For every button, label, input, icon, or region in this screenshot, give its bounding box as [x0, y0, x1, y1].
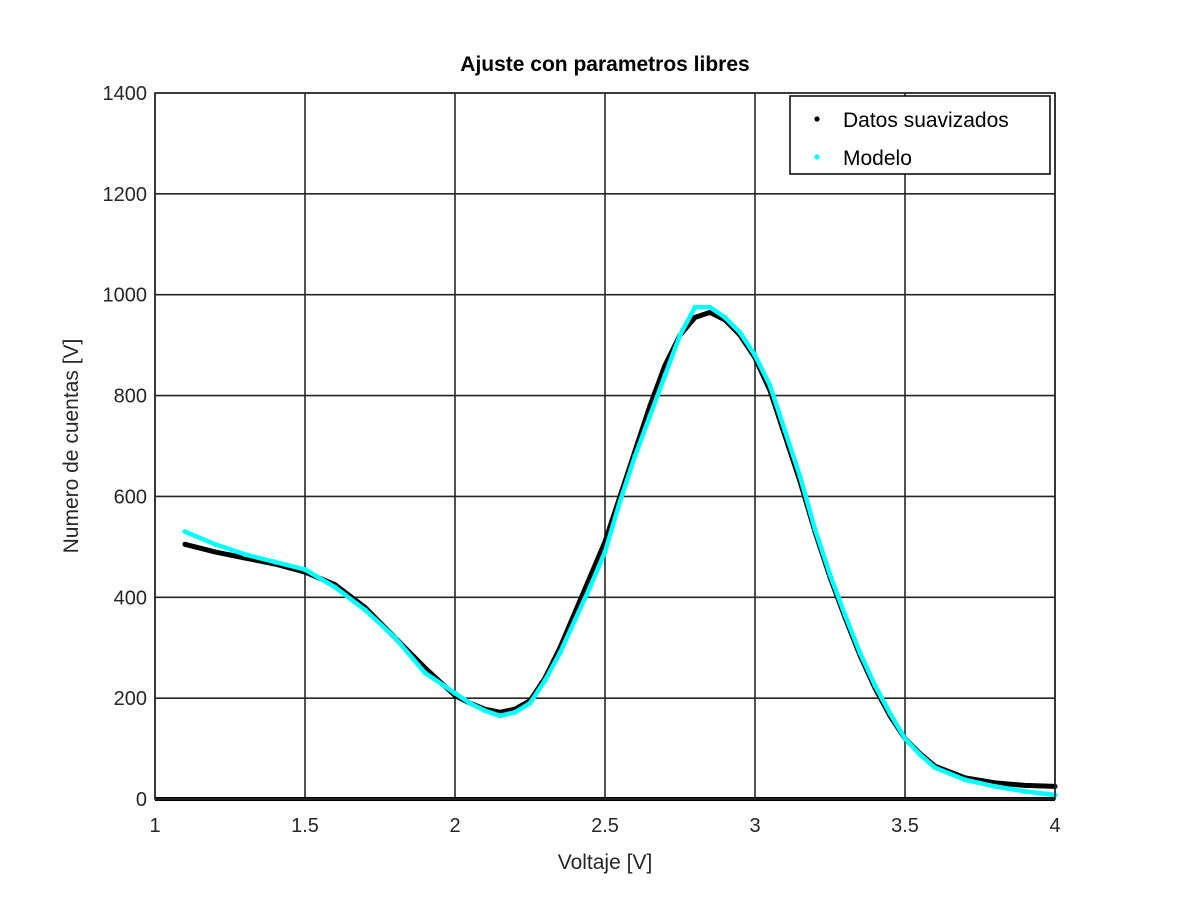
chart-title: Ajuste con parametros libres — [460, 53, 749, 76]
data-point — [1022, 783, 1028, 788]
y-tick-label: 1200 — [103, 184, 148, 206]
legend-label-modelo: Modelo — [843, 147, 912, 170]
data-point — [857, 650, 863, 656]
legend-label-datos: Datos suavizados — [843, 109, 1009, 132]
data-point — [422, 670, 428, 676]
y-tick-labels: 0 200 400 600 800 1000 1200 1400 — [103, 83, 148, 811]
series-modelo — [182, 304, 1058, 798]
y-axis-label: Numero de cuentas [V] — [60, 339, 83, 554]
data-point — [542, 677, 548, 684]
y-tick-label: 600 — [114, 486, 147, 508]
x-tick-label: 3 — [749, 815, 760, 837]
x-tick-label: 1 — [149, 815, 160, 837]
data-point — [992, 783, 998, 790]
y-tick-label: 800 — [114, 386, 147, 408]
data-point — [467, 700, 473, 706]
series-trace — [182, 305, 1058, 798]
data-point — [512, 709, 518, 715]
series-layer — [182, 304, 1058, 798]
legend: Datos suavizados Modelo — [789, 95, 1051, 175]
legend-marker-datos — [814, 116, 820, 122]
data-point — [332, 584, 338, 590]
data-point — [902, 735, 908, 742]
data-point — [587, 584, 593, 590]
data-point — [737, 329, 743, 336]
data-point — [932, 765, 938, 771]
data-point — [632, 453, 638, 459]
y-tick-label: 1000 — [103, 285, 148, 307]
data-point — [497, 713, 503, 719]
data-point — [572, 617, 578, 623]
data-point — [722, 314, 728, 320]
data-point — [782, 428, 788, 434]
data-point — [707, 310, 713, 315]
x-tick-label: 3.5 — [891, 815, 919, 837]
data-point — [302, 566, 308, 573]
x-tick-label: 2 — [449, 815, 460, 837]
data-point — [362, 607, 368, 613]
data-point — [962, 777, 968, 783]
data-point — [662, 372, 668, 378]
data-point — [242, 551, 248, 558]
data-point — [752, 352, 758, 358]
data-point — [872, 682, 878, 689]
data-point — [887, 710, 893, 716]
data-point — [677, 332, 683, 338]
y-tick-label: 200 — [114, 688, 147, 710]
data-point — [452, 690, 458, 696]
x-axis-label: Voltaje [V] — [558, 851, 653, 874]
data-point — [182, 529, 188, 535]
data-point — [527, 700, 533, 706]
x-tick-labels: 1 1.5 2 2.5 3 3.5 4 — [149, 815, 1060, 837]
data-point — [647, 413, 653, 419]
plot-frame — [154, 92, 1056, 800]
y-tick-label: 400 — [114, 587, 147, 609]
x-tick-label: 1.5 — [291, 815, 319, 837]
data-point — [182, 541, 188, 547]
data-point — [392, 635, 398, 641]
data-point — [692, 315, 698, 320]
data-point — [767, 382, 773, 389]
data-point — [212, 549, 218, 555]
data-point — [842, 612, 848, 618]
data-point — [617, 498, 623, 505]
data-point — [557, 650, 563, 656]
data-point — [602, 549, 608, 555]
legend-marker-modelo — [814, 154, 820, 160]
data-point — [797, 473, 803, 479]
data-point — [1022, 788, 1028, 795]
data-point — [272, 559, 278, 565]
x-tick-label: 4 — [1049, 815, 1060, 837]
data-point — [212, 541, 218, 547]
data-point — [692, 304, 698, 310]
x-tick-label: 2.5 — [591, 815, 619, 837]
data-point — [482, 708, 488, 714]
data-point — [707, 304, 713, 310]
y-tick-label: 1400 — [103, 83, 148, 105]
legend-box — [789, 95, 1051, 175]
y-tick-label: 0 — [136, 789, 147, 811]
data-point — [917, 752, 923, 758]
data-point — [587, 574, 593, 580]
data-point — [827, 572, 833, 578]
data-point — [812, 526, 818, 532]
